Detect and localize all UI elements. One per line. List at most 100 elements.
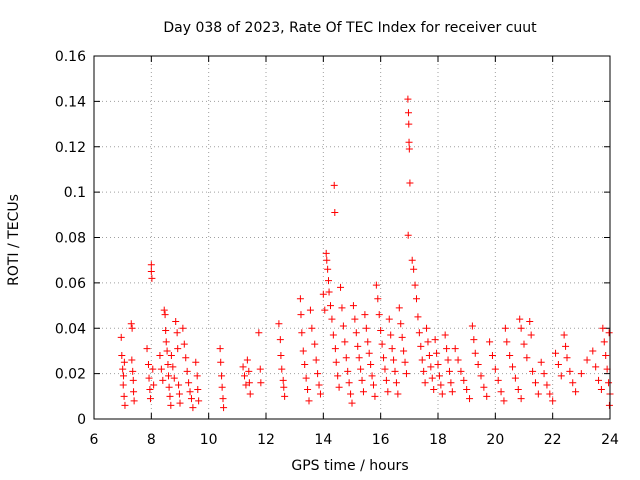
data-point xyxy=(166,392,174,400)
data-point xyxy=(337,283,345,291)
data-point xyxy=(192,358,200,366)
data-point xyxy=(327,302,334,310)
data-point xyxy=(176,399,184,407)
data-point xyxy=(219,395,227,403)
data-point xyxy=(410,265,418,273)
data-point xyxy=(406,179,414,187)
data-point xyxy=(605,329,613,337)
data-point xyxy=(245,367,253,375)
data-point xyxy=(162,338,170,346)
data-point xyxy=(549,397,557,405)
data-point xyxy=(185,379,193,387)
data-point xyxy=(424,338,432,346)
data-point xyxy=(405,120,413,128)
data-point xyxy=(468,322,476,330)
data-point xyxy=(381,365,389,373)
data-point xyxy=(241,372,248,380)
data-point xyxy=(531,379,539,387)
x-tick-label: 24 xyxy=(601,432,619,448)
data-point xyxy=(438,390,446,398)
data-points xyxy=(117,95,614,412)
data-point xyxy=(220,404,228,412)
data-point xyxy=(460,376,468,384)
y-axis-label: ROTI / TECUs xyxy=(6,194,22,286)
data-point xyxy=(119,381,127,389)
plot-frame xyxy=(93,55,611,420)
data-point xyxy=(517,324,525,332)
data-point xyxy=(348,399,356,407)
data-point xyxy=(599,324,607,332)
data-point xyxy=(543,381,551,389)
data-point xyxy=(281,392,289,400)
data-point xyxy=(127,320,135,328)
data-point xyxy=(130,388,138,396)
data-point xyxy=(457,367,465,375)
data-point xyxy=(357,365,365,373)
data-point xyxy=(443,345,451,353)
data-point xyxy=(569,379,577,387)
data-point xyxy=(560,331,568,339)
data-point xyxy=(239,363,247,371)
data-point xyxy=(359,388,367,396)
data-point xyxy=(183,367,191,375)
y-axis-ticks: 0 0.02 0.04 0.06 0.08 0.1 0.12 0.14 0.16 xyxy=(55,49,610,428)
data-point xyxy=(160,306,168,314)
x-axis-label: GPS time / hours xyxy=(291,458,408,474)
data-point xyxy=(167,351,175,359)
data-point xyxy=(148,274,156,282)
data-point xyxy=(149,365,157,373)
data-point xyxy=(418,356,426,364)
data-point xyxy=(483,392,491,400)
data-point xyxy=(488,351,496,359)
data-point xyxy=(302,374,310,382)
data-point xyxy=(322,249,330,257)
data-point xyxy=(380,354,388,362)
data-point xyxy=(500,397,508,405)
data-point xyxy=(243,356,251,364)
y-tick-label: 0.02 xyxy=(55,367,86,383)
data-point xyxy=(387,331,395,339)
data-point xyxy=(256,365,264,373)
data-point xyxy=(301,361,309,369)
data-point xyxy=(279,376,287,384)
data-point xyxy=(218,383,226,391)
data-point xyxy=(400,347,408,355)
data-point xyxy=(147,268,155,276)
data-point xyxy=(516,315,524,323)
x-axis-ticks: 6 8 10 12 14 16 18 20 22 24 xyxy=(90,56,619,448)
data-point xyxy=(218,372,226,380)
data-point xyxy=(583,356,591,364)
data-point xyxy=(338,304,346,312)
data-point xyxy=(448,388,456,396)
data-point xyxy=(329,331,337,339)
y-tick-label: 0.06 xyxy=(55,276,86,292)
grid-lines xyxy=(94,56,610,419)
data-point xyxy=(433,349,441,357)
data-point xyxy=(486,338,494,346)
y-tick-label: 0.16 xyxy=(55,49,86,65)
data-point xyxy=(603,365,611,373)
data-point xyxy=(308,324,316,332)
data-point xyxy=(120,372,128,380)
data-point xyxy=(174,345,182,353)
data-point xyxy=(454,356,462,364)
data-point xyxy=(361,311,369,319)
data-point xyxy=(552,349,560,357)
data-point xyxy=(255,329,263,337)
data-point xyxy=(358,376,366,384)
data-point xyxy=(332,358,340,366)
data-point xyxy=(298,329,306,337)
data-point xyxy=(304,386,312,394)
data-point xyxy=(494,376,502,384)
data-point xyxy=(375,311,383,319)
data-point xyxy=(311,340,319,348)
data-point xyxy=(480,383,488,391)
data-point xyxy=(117,333,125,341)
data-point xyxy=(344,367,352,375)
data-point xyxy=(175,390,183,398)
data-point xyxy=(216,345,224,353)
data-point xyxy=(491,365,499,373)
x-tick-label: 14 xyxy=(314,432,332,448)
data-point xyxy=(397,320,405,328)
data-point xyxy=(388,345,396,353)
